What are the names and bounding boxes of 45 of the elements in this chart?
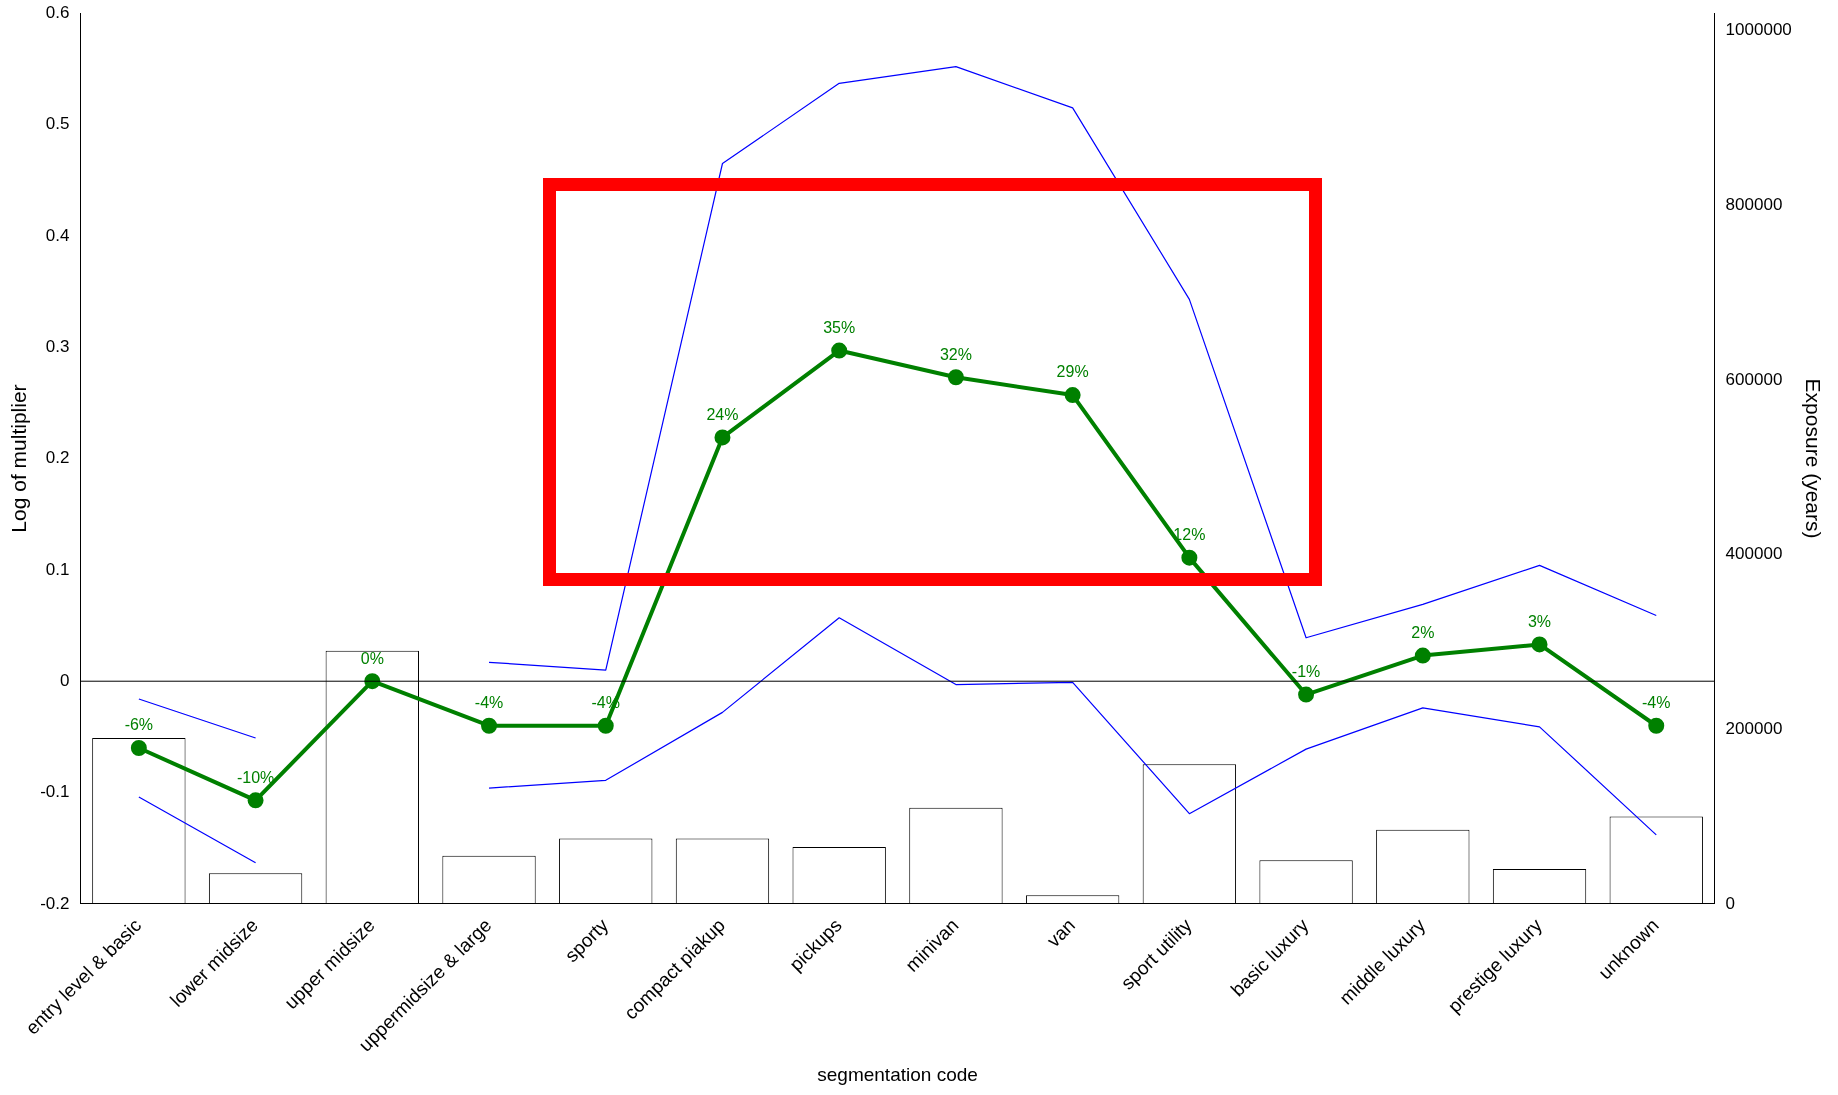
point xyxy=(1298,686,1315,703)
annotation: 32% xyxy=(939,345,972,363)
point xyxy=(831,342,848,359)
annotation: 12% xyxy=(1173,526,1206,544)
y2-tick-label: 400000 xyxy=(1725,544,1783,564)
point xyxy=(1064,387,1081,404)
annotation: 0% xyxy=(360,649,384,667)
y2-tick-label: 800000 xyxy=(1725,194,1783,214)
point xyxy=(247,792,264,809)
y-tick-label: 0.5 xyxy=(45,114,70,134)
y-axis-title: Log of multiplier xyxy=(7,384,31,533)
point xyxy=(1181,549,1198,566)
annotation: -1% xyxy=(1291,662,1321,680)
point xyxy=(1648,717,1665,734)
annotation: -6% xyxy=(124,716,154,734)
point xyxy=(597,717,614,734)
y-tick-label: 0.3 xyxy=(45,336,70,356)
y-tick-label: -0.1 xyxy=(40,782,70,802)
y2-axis-title: Exposure (years) xyxy=(1801,378,1825,539)
point xyxy=(1531,636,1548,653)
annotation: 35% xyxy=(823,318,856,336)
y2-tick-label: 0 xyxy=(1725,893,1736,913)
point xyxy=(947,369,964,386)
y-tick-label: 0.4 xyxy=(45,225,70,245)
annotation: 24% xyxy=(706,405,739,423)
annotation: 29% xyxy=(1056,363,1089,381)
y2-tick-label: 1000000 xyxy=(1725,20,1792,40)
y-tick-label: 0.2 xyxy=(45,448,70,468)
point xyxy=(1414,647,1431,664)
annotation: -4% xyxy=(474,694,504,712)
annotation: -10% xyxy=(236,768,275,786)
point xyxy=(714,429,731,446)
x-tick-label: van xyxy=(1042,914,1080,952)
point xyxy=(130,740,147,757)
y-tick-label: 0.1 xyxy=(45,559,70,579)
y-tick-label: 0.6 xyxy=(45,2,70,22)
y-tick-label: -0.2 xyxy=(40,893,70,913)
point xyxy=(481,717,498,734)
annotation: 3% xyxy=(1527,612,1552,630)
annotation: 2% xyxy=(1411,624,1435,642)
y-tick-label: 0 xyxy=(60,670,70,690)
y2-tick-label: 200000 xyxy=(1725,718,1783,738)
x-axis-title: segmentation code xyxy=(817,1063,978,1085)
annotation: -4% xyxy=(1642,694,1671,712)
y2-tick-label: 600000 xyxy=(1725,369,1783,389)
